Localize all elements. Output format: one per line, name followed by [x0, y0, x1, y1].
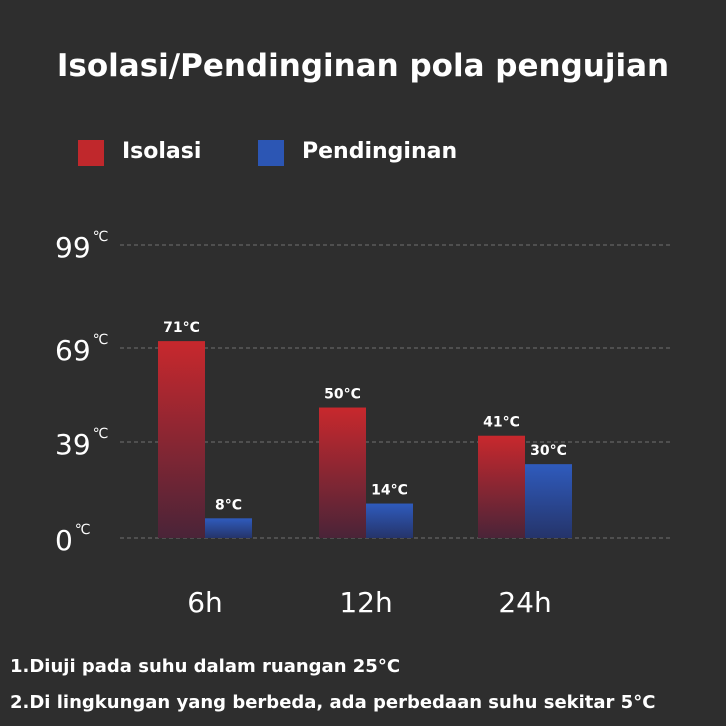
bar-pendinginan-6h [205, 518, 252, 538]
bar-isolasi-24h [478, 435, 525, 538]
chart-title: Isolasi/Pendinginan pola pengujian [56, 48, 670, 84]
y-tick-label-39: 39 [55, 428, 91, 461]
data-label-pendinginan-12h: 14°C [371, 483, 408, 499]
bar-pendinginan-24h [525, 464, 572, 538]
bar-isolasi-6h [158, 341, 205, 538]
note-1: 1.Diuji pada suhu dalam ruangan 25°C [10, 656, 401, 677]
y-tick-unit-99: ℃ [93, 229, 109, 245]
x-tick-label-6h: 6h [187, 586, 223, 619]
bars [158, 341, 572, 538]
legend-swatch-pendinginan [258, 140, 284, 166]
y-tick-unit-0: ℃ [75, 522, 91, 538]
y-tick-unit-39: ℃ [93, 426, 109, 442]
data-label-isolasi-24h: 41°C [483, 415, 520, 431]
legend-label-pendinginan: Pendinginan [302, 139, 458, 164]
legend-label-isolasi: Isolasi [122, 139, 202, 164]
data-label-isolasi-6h: 71°C [163, 320, 200, 336]
x-tick-label-12h: 12h [339, 586, 392, 619]
bar-pendinginan-12h [366, 503, 413, 538]
bar-chart: 0 ℃39 ℃69 ℃99 ℃ 71°C8°C50°C14°C41°C30°C 6h 12… [55, 229, 672, 619]
data-labels: 71°C 8°C 50°C 14°C 41°C 30°C [163, 320, 567, 513]
y-tick-label-99: 99 [55, 231, 91, 264]
y-axis: 0 ℃39 ℃69 ℃99 ℃ [55, 229, 108, 557]
x-tick-label-24h: 24h [498, 586, 551, 619]
note-2: 2.Di lingkungan yang berbeda, ada perbed… [10, 692, 656, 713]
legend-swatch-isolasi [78, 140, 104, 166]
data-label-pendinginan-6h: 8°C [215, 497, 242, 513]
y-tick-label-0: 0 [55, 524, 73, 557]
y-tick-unit-69: ℃ [93, 332, 109, 348]
data-label-isolasi-12h: 50°C [324, 387, 361, 403]
bar-isolasi-12h [319, 407, 366, 538]
x-axis: 6h 12h 24h [187, 586, 551, 619]
data-label-pendinginan-24h: 30°C [530, 443, 567, 459]
y-tick-label-69: 69 [55, 334, 91, 367]
